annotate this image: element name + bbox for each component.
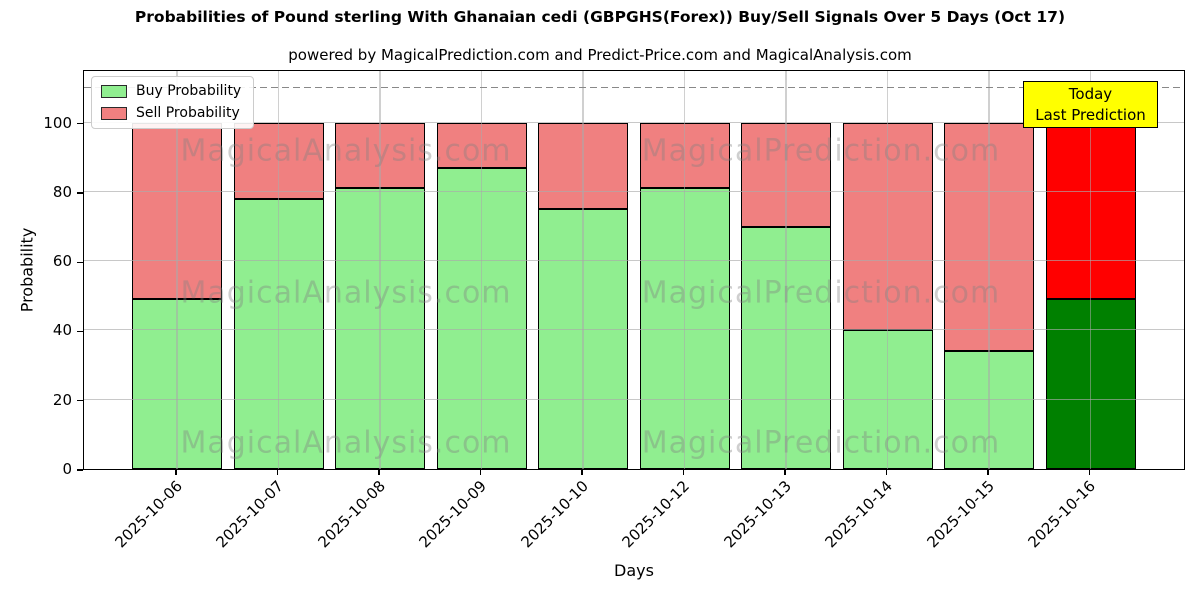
hgridline-60: [84, 260, 1184, 262]
x-tick-label-2025-10-14: 2025-10-14: [821, 477, 897, 552]
legend: Buy Probability Sell Probability: [91, 76, 255, 129]
x-axis-label: Days: [614, 561, 654, 580]
x-tick-2025-10-08: [378, 470, 380, 475]
today-annotation-line2: Last Prediction: [1035, 105, 1146, 124]
y-tick-20: [77, 400, 83, 402]
vgridline-2025-10-10: [582, 71, 584, 469]
watermark-left-row2: MagicalAnalysis.com: [180, 275, 512, 311]
vgridline-2025-10-16: [1089, 71, 1092, 469]
y-tick-label-80: 80: [52, 182, 72, 201]
hgridline-100: [84, 121, 1184, 123]
hgridline-80: [84, 190, 1184, 192]
watermark-right-row3: MagicalPrediction.com: [641, 425, 1001, 461]
vgridline-2025-10-08: [379, 71, 381, 469]
y-tick-label-100: 100: [43, 113, 72, 132]
chart-subtitle: powered by MagicalPrediction.com and Pre…: [288, 46, 912, 64]
vgridline-2025-10-12: [683, 71, 686, 469]
y-tick-label-20: 20: [52, 390, 72, 409]
x-tick-2025-10-09: [479, 470, 482, 475]
legend-item-buy: Buy Probability: [101, 83, 241, 100]
x-tick-label-2025-10-08: 2025-10-08: [314, 477, 389, 552]
vgridline-2025-10-15: [988, 71, 990, 469]
watermark-right-row1: MagicalPrediction.com: [641, 133, 1001, 169]
legend-label-sell: Sell Probability: [136, 105, 240, 121]
x-tick-2025-10-13: [784, 470, 786, 475]
hgridline-40: [84, 329, 1184, 331]
x-tick-2025-10-10: [581, 470, 583, 475]
vgridline-2025-10-09: [480, 71, 483, 469]
x-tick-2025-10-15: [987, 470, 989, 475]
x-tick-label-2025-10-07: 2025-10-07: [212, 477, 288, 552]
y-tick-label-40: 40: [52, 321, 72, 340]
y-axis-label: Probability: [17, 227, 37, 313]
x-tick-2025-10-07: [276, 470, 279, 475]
watermark-left-row1: MagicalAnalysis.com: [180, 133, 512, 169]
x-tick-label-2025-10-09: 2025-10-09: [415, 477, 491, 552]
x-tick-label-2025-10-10: 2025-10-10: [517, 477, 592, 552]
y-tick-0: [77, 469, 83, 471]
chart-title: Probabilities of Pound sterling With Gha…: [134, 8, 1066, 26]
x-tick-label-2025-10-06: 2025-10-06: [111, 477, 186, 552]
plot-area: MagicalAnalysis.com MagicalPrediction.com…: [83, 70, 1185, 470]
y-tick-40: [77, 330, 83, 333]
y-tick-100: [77, 123, 83, 125]
vgridline-2025-10-14: [886, 71, 889, 469]
x-tick-2025-10-16: [1088, 470, 1091, 475]
vgridline-2025-10-13: [785, 71, 787, 469]
buy-color-swatch: [101, 85, 127, 98]
legend-item-sell: Sell Probability: [101, 105, 241, 122]
x-tick-label-2025-10-15: 2025-10-15: [923, 477, 998, 552]
y-tick-label-60: 60: [52, 252, 72, 271]
watermark-left-row3: MagicalAnalysis.com: [180, 425, 512, 461]
y-tick-60: [77, 261, 83, 263]
legend-label-buy: Buy Probability: [136, 83, 242, 99]
x-tick-label-2025-10-16: 2025-10-16: [1024, 477, 1100, 552]
vgridline-2025-10-07: [277, 71, 280, 469]
x-tick-2025-10-06: [175, 470, 177, 475]
vgridline-2025-10-06: [176, 71, 178, 469]
x-tick-2025-10-12: [682, 470, 685, 475]
threshold-dashed-line: [84, 86, 1184, 89]
watermark-right-row2: MagicalPrediction.com: [641, 275, 1001, 311]
y-tick-label-0: 0: [62, 460, 72, 478]
y-tick-80: [77, 192, 83, 194]
hgridline-20: [84, 398, 1184, 400]
x-tick-label-2025-10-13: 2025-10-13: [720, 477, 795, 552]
today-annotation-line1: Today: [1068, 84, 1113, 103]
today-annotation: Today Last Prediction: [1023, 81, 1158, 128]
x-tick-2025-10-14: [885, 470, 888, 475]
sell-color-swatch: [101, 107, 127, 120]
x-tick-label-2025-10-12: 2025-10-12: [618, 477, 694, 552]
